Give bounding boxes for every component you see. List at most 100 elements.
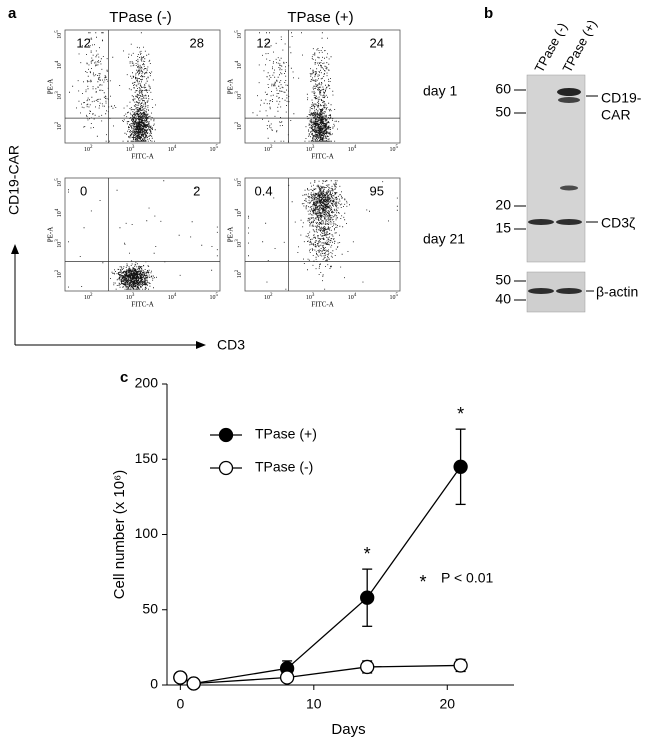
x-tick-label: 105 [390, 293, 399, 301]
tick-base: 10 [237, 242, 243, 248]
arrow-head [11, 244, 19, 254]
tick-base: 10 [57, 33, 63, 39]
tick-exponent: 2 [235, 269, 240, 272]
plot-x-axis: FITC-A [131, 301, 154, 309]
y-tick-label: 105 [55, 30, 63, 39]
x-axis-title: Days [331, 721, 365, 738]
tick-base: 10 [237, 33, 243, 39]
tick-base: 10 [237, 211, 243, 217]
x-tick-label: 102 [264, 145, 273, 153]
y-tick-label: 100 [135, 525, 159, 541]
y-axis-title: Cell number (x 10⁶) [111, 470, 128, 600]
tick-base: 10 [57, 63, 63, 69]
plot-y-axis: PE-A [227, 79, 235, 95]
tick-exponent: 5 [216, 145, 219, 150]
tick-exponent: 4 [354, 293, 357, 298]
tick-exponent: 4 [235, 60, 240, 63]
tick-exponent: 5 [216, 293, 219, 298]
tick-base: 10 [390, 295, 396, 301]
tick-base: 10 [126, 147, 132, 153]
marker-label: 20 [495, 197, 511, 213]
tick-exponent: 5 [235, 178, 240, 181]
x-tick-label: 105 [390, 145, 399, 153]
y-tick-label: 102 [55, 269, 63, 278]
y-tick-label: 104 [235, 208, 243, 217]
tick-exponent: 3 [312, 145, 315, 150]
blot-band [528, 219, 554, 225]
tick-exponent: 5 [235, 30, 240, 33]
band-label: CD19- [601, 90, 642, 106]
blot-band [557, 88, 581, 96]
x-tick-label: 102 [84, 145, 93, 153]
legend-marker [218, 427, 234, 443]
data-point [360, 590, 375, 605]
series-line [180, 664, 461, 685]
tick-exponent: 3 [235, 239, 240, 242]
tick-exponent: 3 [132, 293, 135, 298]
panel-label: b [484, 5, 493, 22]
band-label: CD3ζ [601, 215, 635, 231]
tick-exponent: 2 [270, 145, 273, 150]
tick-base: 10 [348, 147, 354, 153]
tick-base: 10 [57, 94, 63, 100]
arrow-head [196, 341, 206, 349]
y-tick-label: 104 [55, 60, 63, 69]
y-tick-label: 102 [55, 121, 63, 130]
significance-marker: * [457, 404, 464, 424]
tick-base: 10 [57, 124, 63, 130]
tick-exponent: 4 [55, 60, 60, 63]
y-tick-label: 105 [235, 30, 243, 39]
tick-base: 10 [57, 272, 63, 278]
band-label: β-actin [596, 284, 638, 300]
data-point [186, 676, 201, 691]
row-label: day 1 [423, 83, 457, 99]
x-tick-label: 103 [306, 293, 315, 301]
x-tick-label: 103 [126, 145, 135, 153]
tick-exponent: 4 [235, 208, 240, 211]
x-tick-label: 103 [306, 145, 315, 153]
x-tick-label: 103 [126, 293, 135, 301]
tick-base: 10 [57, 181, 63, 187]
x-tick-label: 104 [348, 145, 357, 153]
tick-exponent: 4 [174, 293, 177, 298]
plot-x-axis: FITC-A [311, 153, 334, 161]
tick-base: 10 [237, 94, 243, 100]
y-tick-label: 102 [235, 121, 243, 130]
tick-base: 10 [306, 295, 312, 301]
plot-frame [244, 177, 401, 292]
column-title: TPase (+) [287, 9, 353, 26]
plot-frame [244, 29, 401, 144]
marker-label: 60 [495, 81, 511, 97]
plot-y-axis: PE-A [47, 79, 55, 95]
y-tick-label: 102 [235, 269, 243, 278]
band-label: CAR [601, 107, 631, 123]
y-tick-label: 103 [55, 91, 63, 100]
x-tick-label: 102 [264, 293, 273, 301]
tick-base: 10 [264, 147, 270, 153]
y-tick-label: 103 [235, 239, 243, 248]
legend-label: TPase (-) [255, 459, 313, 475]
tick-exponent: 2 [235, 121, 240, 124]
quadrant-value: 0.4 [255, 183, 273, 198]
annotation: P < 0.01 [441, 570, 494, 586]
tick-exponent: 3 [312, 293, 315, 298]
events [248, 180, 398, 290]
tick-exponent: 2 [55, 121, 60, 124]
marker-label: 40 [495, 291, 511, 307]
axis-title: CD19-CAR [6, 145, 22, 215]
tick-base: 10 [84, 295, 90, 301]
tick-base: 10 [264, 295, 270, 301]
tick-base: 10 [237, 272, 243, 278]
quadrant-value: 95 [370, 183, 384, 198]
marker-label: 50 [495, 272, 511, 288]
panel-label: a [8, 5, 17, 22]
tick-base: 10 [237, 181, 243, 187]
y-tick-label: 200 [135, 375, 159, 391]
data-point [173, 670, 188, 685]
tick-base: 10 [237, 63, 243, 69]
x-tick-label: 0 [176, 696, 184, 712]
tick-exponent: 2 [90, 293, 93, 298]
data-point [453, 459, 468, 474]
tick-base: 10 [306, 147, 312, 153]
